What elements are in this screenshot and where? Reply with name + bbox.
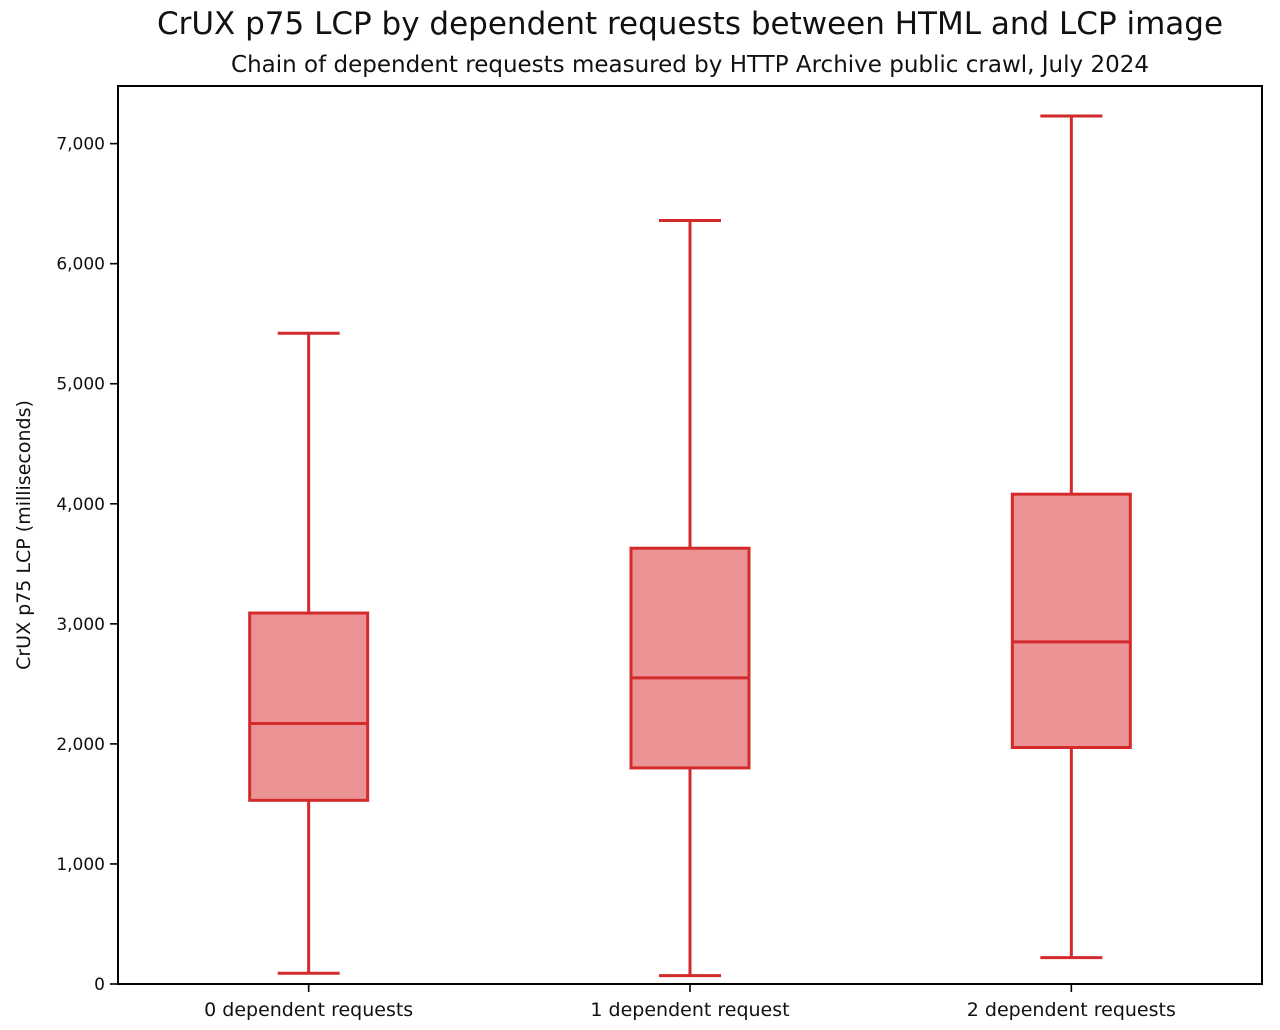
y-tick-label: 1,000 [56,855,105,875]
y-tick-label: 7,000 [56,135,105,155]
y-tick-label: 6,000 [56,255,105,275]
chart-title: CrUX p75 LCP by dependent requests betwe… [156,6,1224,42]
iqr-box [1010,492,1132,749]
y-tick-label: 3,000 [56,615,105,635]
chart-subtitle: Chain of dependent requests measured by … [231,52,1149,78]
iqr-box [248,611,370,802]
axes-frame [117,85,1263,985]
y-tick-label: 2,000 [56,735,105,755]
y-tick-label: 0 [94,975,105,995]
x-tick-label: 0 dependent requests [204,999,413,1021]
y-tick-label: 5,000 [56,375,105,395]
x-tick-label: 2 dependent requests [967,999,1176,1021]
iqr-box [629,546,751,770]
x-tick-label: 1 dependent request [590,999,789,1021]
y-tick-label: 4,000 [56,495,105,515]
